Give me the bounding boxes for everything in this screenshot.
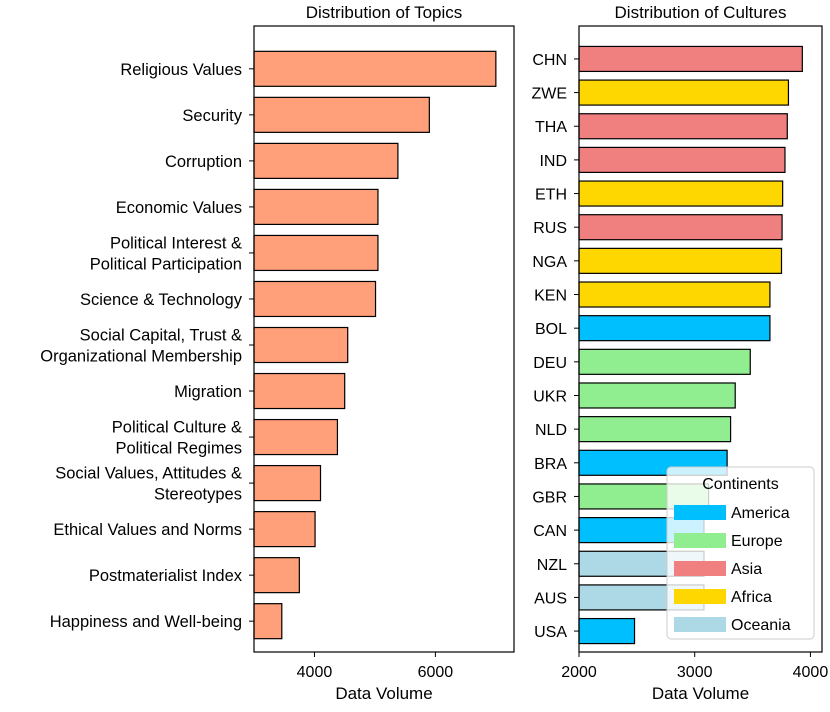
topics-category-label: Economic Values bbox=[116, 199, 242, 217]
legend-label: Europe bbox=[731, 533, 783, 550]
topics-category-label: Happiness and Well-being bbox=[50, 613, 242, 631]
cultures-category-label: BOL bbox=[535, 321, 567, 338]
cultures-category-label: ETH bbox=[535, 187, 567, 204]
topics-bar bbox=[253, 96, 430, 133]
topics-category-label: Security bbox=[182, 107, 242, 125]
cultures-bar bbox=[578, 45, 803, 73]
cultures-bar bbox=[578, 247, 783, 274]
cultures-category-label: KEN bbox=[534, 288, 567, 305]
topics-bar bbox=[253, 557, 300, 594]
topics-axes-frame bbox=[253, 25, 515, 653]
topics-bar bbox=[253, 603, 283, 640]
cultures-bar bbox=[578, 79, 790, 106]
topics-category-label: Stereotypes bbox=[154, 486, 242, 504]
legend-swatch bbox=[674, 561, 726, 576]
cultures-category-label: NGA bbox=[532, 254, 567, 271]
legend-label: Asia bbox=[731, 561, 762, 578]
cultures-xlabel: Data Volume bbox=[652, 684, 749, 703]
cultures-axes-frame bbox=[578, 25, 823, 653]
cultures-category-label: UKR bbox=[533, 388, 567, 405]
cultures-bar bbox=[578, 180, 784, 207]
topics-category-label: Corruption bbox=[165, 153, 242, 171]
topics-category-label: Political Interest & bbox=[110, 234, 242, 252]
topics-xtick-label: 6000 bbox=[418, 664, 454, 681]
cultures-category-label: DEU bbox=[533, 355, 567, 372]
topics-category-label: Organizational Membership bbox=[40, 348, 242, 366]
topics-category-label: Social Values, Attitudes & bbox=[55, 465, 242, 483]
topics-category-label: Ethical Values and Norms bbox=[53, 521, 242, 539]
topics-category-label: Religious Values bbox=[120, 61, 242, 79]
cultures-bar bbox=[578, 382, 736, 409]
topics-category-label: Migration bbox=[174, 383, 242, 401]
cultures-category-label: GBR bbox=[532, 489, 567, 506]
topics-bar bbox=[253, 142, 399, 179]
legend-label: Africa bbox=[731, 589, 772, 606]
cultures-xtick-label: 4000 bbox=[793, 664, 829, 681]
topics-bar bbox=[253, 280, 377, 318]
cultures-category-label: RUS bbox=[533, 220, 567, 237]
topics-category-label: Postmaterialist Index bbox=[89, 567, 243, 585]
legend-label: Oceania bbox=[731, 617, 791, 634]
topics-category-label: Social Capital, Trust & bbox=[80, 327, 242, 345]
legend-title: Continents bbox=[702, 476, 779, 493]
cultures-bar bbox=[578, 113, 788, 140]
cultures-category-label: THA bbox=[535, 119, 567, 136]
cultures-category-label: NLD bbox=[535, 422, 567, 439]
topics-category-label: Political Regimes bbox=[115, 440, 242, 458]
cultures-xtick-label: 2000 bbox=[561, 664, 597, 681]
cultures-bar bbox=[578, 617, 636, 645]
cultures-category-label: IND bbox=[539, 153, 567, 170]
cultures-category-label: ZWE bbox=[531, 86, 567, 103]
legend-label: America bbox=[731, 505, 790, 522]
cultures-bar bbox=[578, 214, 783, 241]
topics-bar bbox=[253, 188, 379, 226]
legend-swatch bbox=[674, 617, 726, 632]
cultures-bar bbox=[578, 146, 786, 173]
cultures-category-label: NZL bbox=[537, 557, 567, 574]
topics-title: Distribution of Topics bbox=[306, 3, 463, 22]
legend-swatch bbox=[674, 505, 726, 520]
topics-bar bbox=[253, 511, 316, 548]
topics-bar bbox=[253, 372, 346, 410]
topics-bar bbox=[253, 464, 322, 502]
topics-xtick-label: 4000 bbox=[297, 664, 333, 681]
cultures-category-label: BRA bbox=[534, 456, 567, 473]
cultures-bar bbox=[578, 281, 771, 308]
legend-swatch bbox=[674, 533, 726, 548]
cultures-category-label: CHN bbox=[532, 52, 567, 69]
cultures-bar bbox=[578, 348, 751, 375]
cultures-category-label: CAN bbox=[533, 523, 567, 540]
cultures-title: Distribution of Cultures bbox=[615, 3, 787, 22]
topics-bar bbox=[253, 50, 497, 87]
topics-bar bbox=[253, 326, 349, 364]
cultures-bar bbox=[578, 416, 732, 443]
cultures-xtick-label: 3000 bbox=[677, 664, 713, 681]
topics-category-label: Science & Technology bbox=[80, 291, 243, 309]
cultures-category-label: AUS bbox=[534, 590, 567, 607]
topics-bar bbox=[253, 418, 339, 456]
topics-bar bbox=[253, 234, 379, 272]
cultures-bar bbox=[578, 315, 771, 342]
topics-xlabel: Data Volume bbox=[335, 684, 432, 703]
topics-category-label: Political Culture & bbox=[112, 419, 242, 437]
legend-swatch bbox=[674, 589, 726, 604]
topics-category-label: Political Participation bbox=[90, 255, 242, 273]
cultures-category-label: USA bbox=[534, 624, 567, 641]
